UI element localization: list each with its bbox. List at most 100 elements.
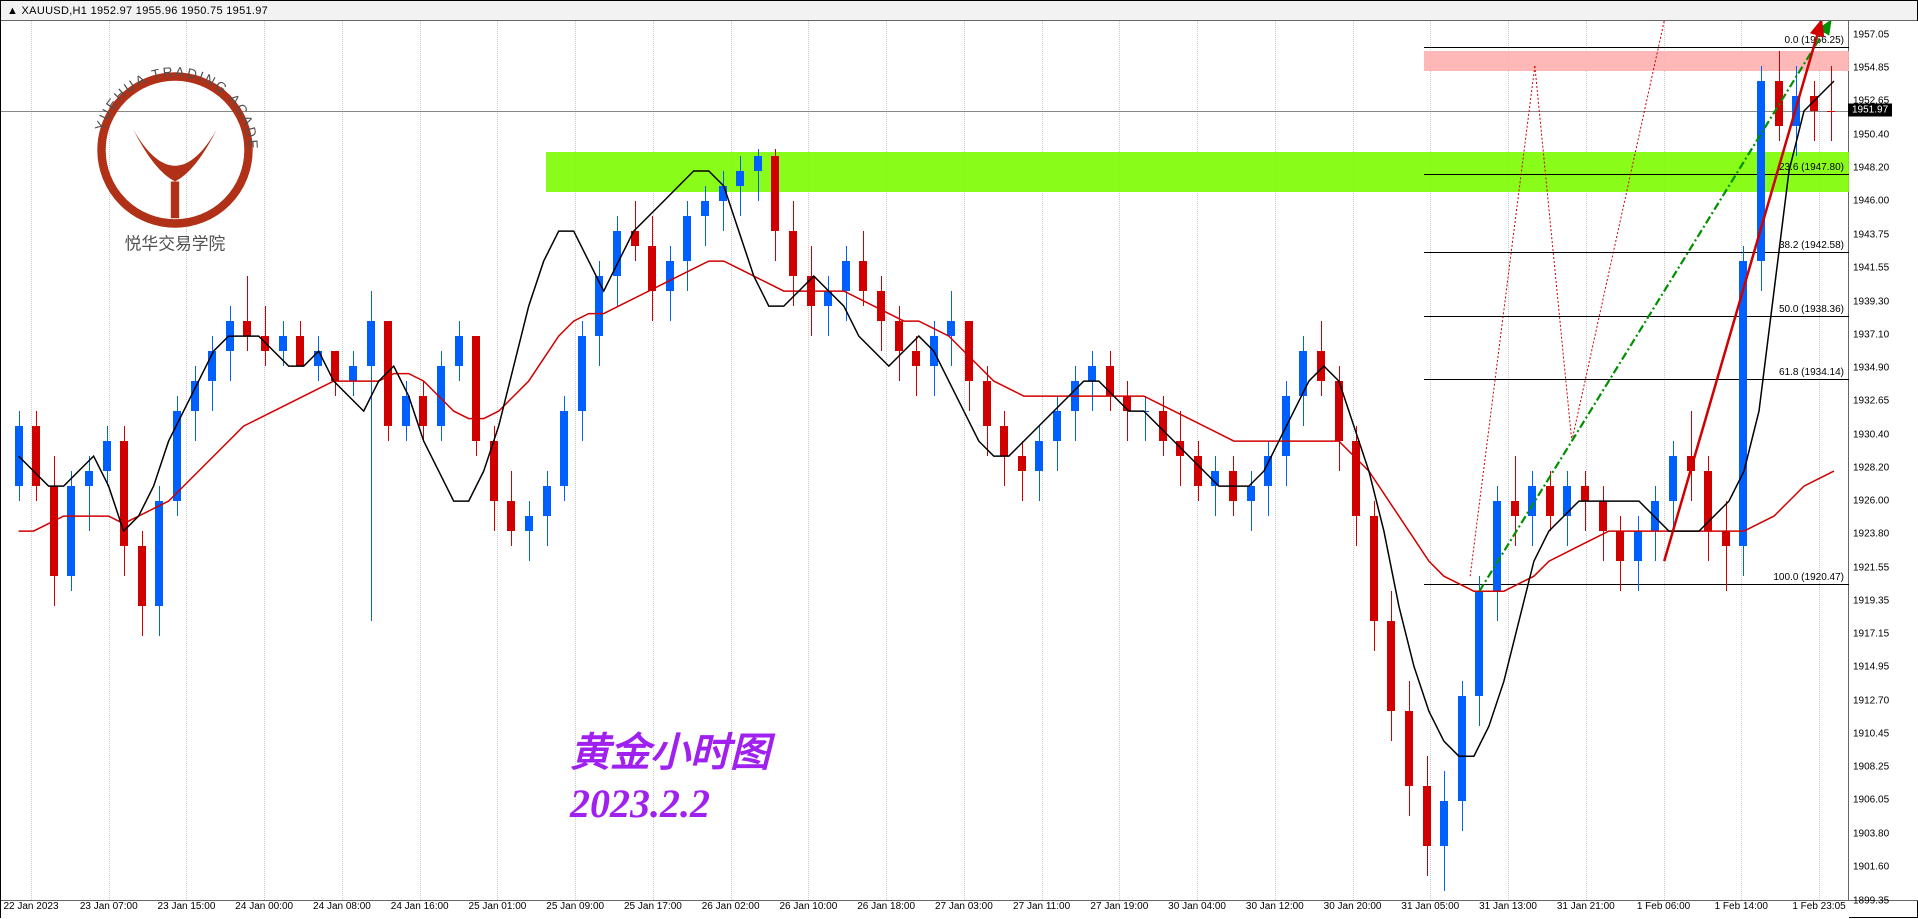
candle[interactable] (402, 396, 410, 426)
candle[interactable] (1563, 486, 1571, 516)
candle[interactable] (1581, 486, 1589, 501)
candle[interactable] (1211, 471, 1219, 486)
candle[interactable] (419, 396, 427, 426)
candle[interactable] (67, 486, 75, 576)
candle[interactable] (261, 336, 269, 351)
candle[interactable] (1405, 711, 1413, 786)
candle[interactable] (912, 351, 920, 366)
candle[interactable] (191, 381, 199, 411)
candle[interactable] (754, 156, 762, 171)
candle[interactable] (1511, 501, 1519, 516)
candle[interactable] (120, 441, 128, 546)
candle[interactable] (1475, 591, 1483, 696)
candle[interactable] (226, 321, 234, 351)
candle[interactable] (1071, 381, 1079, 411)
candle[interactable] (208, 351, 216, 381)
candle[interactable] (525, 516, 533, 531)
candle[interactable] (683, 216, 691, 261)
candle[interactable] (1616, 531, 1624, 561)
candle[interactable] (1335, 381, 1343, 441)
candle[interactable] (1282, 396, 1290, 456)
candle[interactable] (1088, 366, 1096, 381)
candle[interactable] (50, 486, 58, 576)
candle[interactable] (789, 231, 797, 276)
candle[interactable] (472, 336, 480, 441)
candle[interactable] (1229, 471, 1237, 501)
candle[interactable] (1159, 411, 1167, 441)
candle[interactable] (1035, 441, 1043, 471)
candle[interactable] (965, 321, 973, 381)
candle[interactable] (1123, 396, 1131, 411)
candle[interactable] (1722, 531, 1730, 546)
candle[interactable] (1264, 456, 1272, 486)
candle[interactable] (824, 291, 832, 306)
candle[interactable] (842, 261, 850, 291)
candle[interactable] (279, 336, 287, 351)
candle[interactable] (85, 471, 93, 486)
candle[interactable] (138, 546, 146, 606)
candle[interactable] (1352, 441, 1360, 516)
candle[interactable] (1018, 456, 1026, 471)
candle[interactable] (1387, 621, 1395, 711)
candle[interactable] (1546, 486, 1554, 516)
candle[interactable] (930, 336, 938, 366)
candle[interactable] (507, 501, 515, 531)
candle[interactable] (701, 201, 709, 216)
candle[interactable] (437, 366, 445, 426)
candle[interactable] (1810, 96, 1818, 111)
candle[interactable] (1194, 456, 1202, 486)
candle[interactable] (578, 336, 586, 411)
candle[interactable] (1704, 471, 1712, 531)
candle[interactable] (1247, 486, 1255, 501)
candle[interactable] (1370, 516, 1378, 621)
candle[interactable] (613, 231, 621, 276)
candle[interactable] (1651, 501, 1659, 531)
candle[interactable] (859, 261, 867, 291)
candle[interactable] (1053, 411, 1061, 441)
candle[interactable] (1739, 261, 1747, 546)
candle[interactable] (384, 321, 392, 426)
candle[interactable] (1106, 366, 1114, 396)
candle[interactable] (719, 186, 727, 201)
candle[interactable] (155, 501, 163, 606)
candle[interactable] (666, 261, 674, 291)
candle[interactable] (1440, 801, 1448, 846)
candle[interactable] (1493, 501, 1501, 591)
candle[interactable] (32, 426, 40, 486)
candle[interactable] (771, 156, 779, 231)
candle[interactable] (103, 441, 111, 471)
candle[interactable] (947, 321, 955, 336)
candle[interactable] (1775, 81, 1783, 126)
candle[interactable] (367, 321, 375, 366)
candle[interactable] (895, 321, 903, 351)
candle[interactable] (543, 486, 551, 516)
candle[interactable] (1634, 531, 1642, 561)
candle[interactable] (1423, 786, 1431, 846)
candle[interactable] (455, 336, 463, 366)
candle[interactable] (1141, 411, 1149, 412)
candle[interactable] (1599, 501, 1607, 531)
candle[interactable] (1669, 456, 1677, 501)
candle[interactable] (595, 276, 603, 336)
candle[interactable] (15, 426, 23, 486)
candle[interactable] (807, 276, 815, 306)
candle[interactable] (1458, 696, 1466, 801)
candle[interactable] (1176, 441, 1184, 456)
candle[interactable] (1299, 351, 1307, 396)
candle[interactable] (490, 441, 498, 501)
candle[interactable] (983, 381, 991, 426)
candle[interactable] (1687, 456, 1695, 471)
candle[interactable] (736, 171, 744, 186)
candle[interactable] (349, 366, 357, 381)
candle[interactable] (560, 411, 568, 486)
candle[interactable] (314, 351, 322, 366)
candle[interactable] (1827, 111, 1835, 112)
candle[interactable] (296, 336, 304, 366)
candle[interactable] (243, 321, 251, 336)
candle[interactable] (173, 411, 181, 501)
candle[interactable] (1757, 81, 1765, 261)
candle[interactable] (877, 291, 885, 321)
candle[interactable] (631, 231, 639, 246)
candle[interactable] (1000, 426, 1008, 456)
candle[interactable] (1528, 486, 1536, 516)
